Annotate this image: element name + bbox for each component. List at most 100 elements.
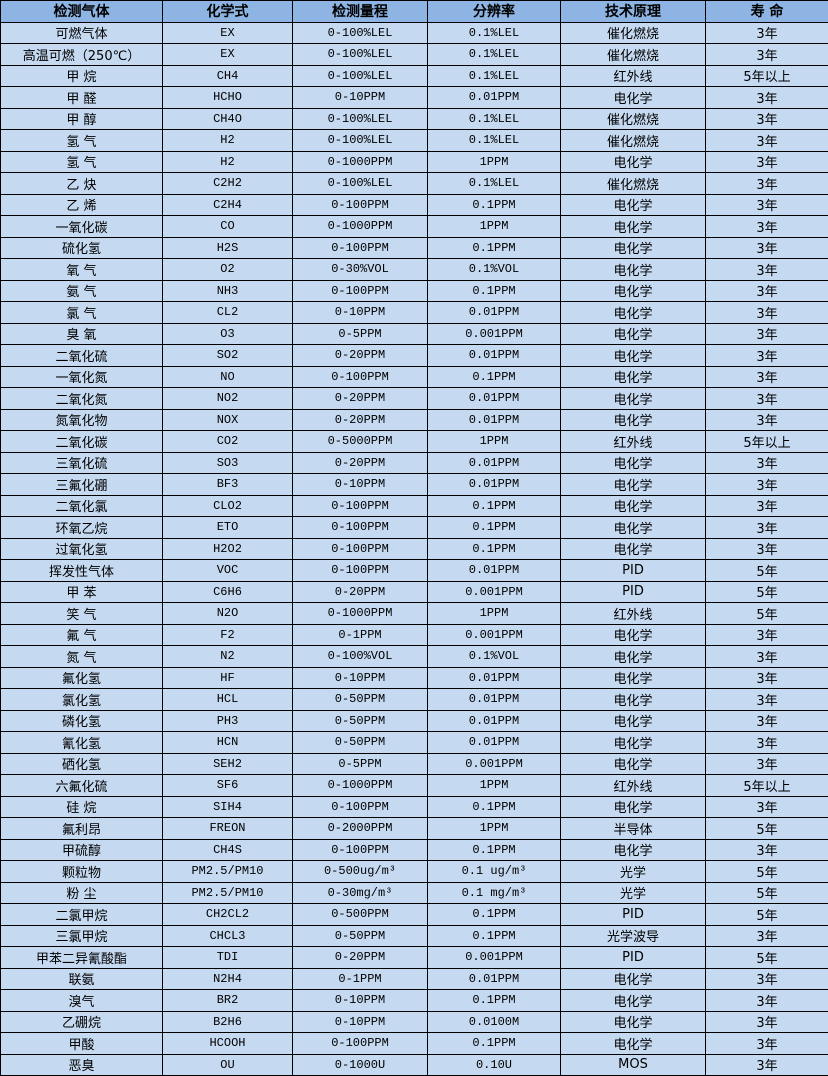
lifetime-cell: 3年 <box>706 302 828 324</box>
resolution-cell: 0.1%LEL <box>428 44 561 66</box>
principle-cell: 光学 <box>561 861 706 883</box>
lifetime-cell: 3年 <box>706 259 828 281</box>
resolution-cell: 1PPM <box>428 775 561 797</box>
formula-cell: H2 <box>163 151 293 173</box>
formula-cell: N2H4 <box>163 968 293 990</box>
resolution-cell: 0.1PPM <box>428 366 561 388</box>
range-cell: 0-5PPM <box>293 323 428 345</box>
principle-cell: 电化学 <box>561 753 706 775</box>
gas-cell: 硒化氢 <box>1 753 163 775</box>
principle-cell: MOS <box>561 1054 706 1076</box>
formula-cell: HCHO <box>163 87 293 109</box>
gas-cell: 笑 气 <box>1 603 163 625</box>
range-cell: 0-10PPM <box>293 990 428 1012</box>
formula-cell: C6H6 <box>163 581 293 603</box>
formula-cell: ETO <box>163 517 293 539</box>
range-cell: 0-50PPM <box>293 710 428 732</box>
formula-cell: PM2.5/PM10 <box>163 861 293 883</box>
principle-cell: 电化学 <box>561 216 706 238</box>
lifetime-cell: 3年 <box>706 44 828 66</box>
formula-cell: PH3 <box>163 710 293 732</box>
gas-cell: 恶臭 <box>1 1054 163 1076</box>
formula-cell: SO2 <box>163 345 293 367</box>
principle-cell: 电化学 <box>561 796 706 818</box>
range-cell: 0-100PPM <box>293 796 428 818</box>
range-cell: 0-10PPM <box>293 302 428 324</box>
lifetime-cell: 5年 <box>706 904 828 926</box>
resolution-cell: 0.1 ug/m³ <box>428 861 561 883</box>
range-cell: 0-100%LEL <box>293 130 428 152</box>
gas-cell: 氮 气 <box>1 646 163 668</box>
resolution-cell: 0.001PPM <box>428 753 561 775</box>
range-cell: 0-20PPM <box>293 947 428 969</box>
formula-cell: SEH2 <box>163 753 293 775</box>
gas-cell: 甲硫醇 <box>1 839 163 861</box>
principle-cell: PID <box>561 581 706 603</box>
resolution-cell: 0.001PPM <box>428 947 561 969</box>
resolution-cell: 0.1PPM <box>428 280 561 302</box>
formula-cell: O3 <box>163 323 293 345</box>
formula-cell: CH4S <box>163 839 293 861</box>
formula-cell: HCL <box>163 689 293 711</box>
lifetime-cell: 3年 <box>706 409 828 431</box>
gas-cell: 甲 苯 <box>1 581 163 603</box>
header-formula: 化学式 <box>163 1 293 23</box>
range-cell: 0-100PPM <box>293 280 428 302</box>
gas-cell: 三氯甲烷 <box>1 925 163 947</box>
resolution-cell: 0.01PPM <box>428 732 561 754</box>
range-cell: 0-100%LEL <box>293 44 428 66</box>
formula-cell: CLO2 <box>163 495 293 517</box>
principle-cell: 电化学 <box>561 452 706 474</box>
range-cell: 0-100%LEL <box>293 65 428 87</box>
principle-cell: 电化学 <box>561 495 706 517</box>
gas-cell: 硫化氢 <box>1 237 163 259</box>
principle-cell: 红外线 <box>561 431 706 453</box>
formula-cell: FREON <box>163 818 293 840</box>
principle-cell: 电化学 <box>561 624 706 646</box>
range-cell: 0-50PPM <box>293 689 428 711</box>
gas-cell: 甲 醛 <box>1 87 163 109</box>
principle-cell: 电化学 <box>561 839 706 861</box>
resolution-cell: 0.01PPM <box>428 710 561 732</box>
gas-cell: 二氯甲烷 <box>1 904 163 926</box>
lifetime-cell: 5年 <box>706 581 828 603</box>
range-cell: 0-50PPM <box>293 925 428 947</box>
range-cell: 0-5000PPM <box>293 431 428 453</box>
header-row: 检测气体 化学式 检测量程 分辨率 技术原理 寿 命 <box>1 1 828 23</box>
formula-cell: C2H2 <box>163 173 293 195</box>
resolution-cell: 0.0100M <box>428 1011 561 1033</box>
gas-cell: 氧 气 <box>1 259 163 281</box>
formula-cell: CL2 <box>163 302 293 324</box>
resolution-cell: 1PPM <box>428 818 561 840</box>
resolution-cell: 0.01PPM <box>428 388 561 410</box>
formula-cell: C2H4 <box>163 194 293 216</box>
gas-cell: 挥发性气体 <box>1 560 163 582</box>
header-principle: 技术原理 <box>561 1 706 23</box>
principle-cell: 电化学 <box>561 1011 706 1033</box>
resolution-cell: 0.1PPM <box>428 796 561 818</box>
principle-cell: 红外线 <box>561 603 706 625</box>
resolution-cell: 0.1PPM <box>428 904 561 926</box>
lifetime-cell: 3年 <box>706 1011 828 1033</box>
formula-cell: N2 <box>163 646 293 668</box>
lifetime-cell: 3年 <box>706 323 828 345</box>
principle-cell: 电化学 <box>561 259 706 281</box>
resolution-cell: 0.1%VOL <box>428 646 561 668</box>
